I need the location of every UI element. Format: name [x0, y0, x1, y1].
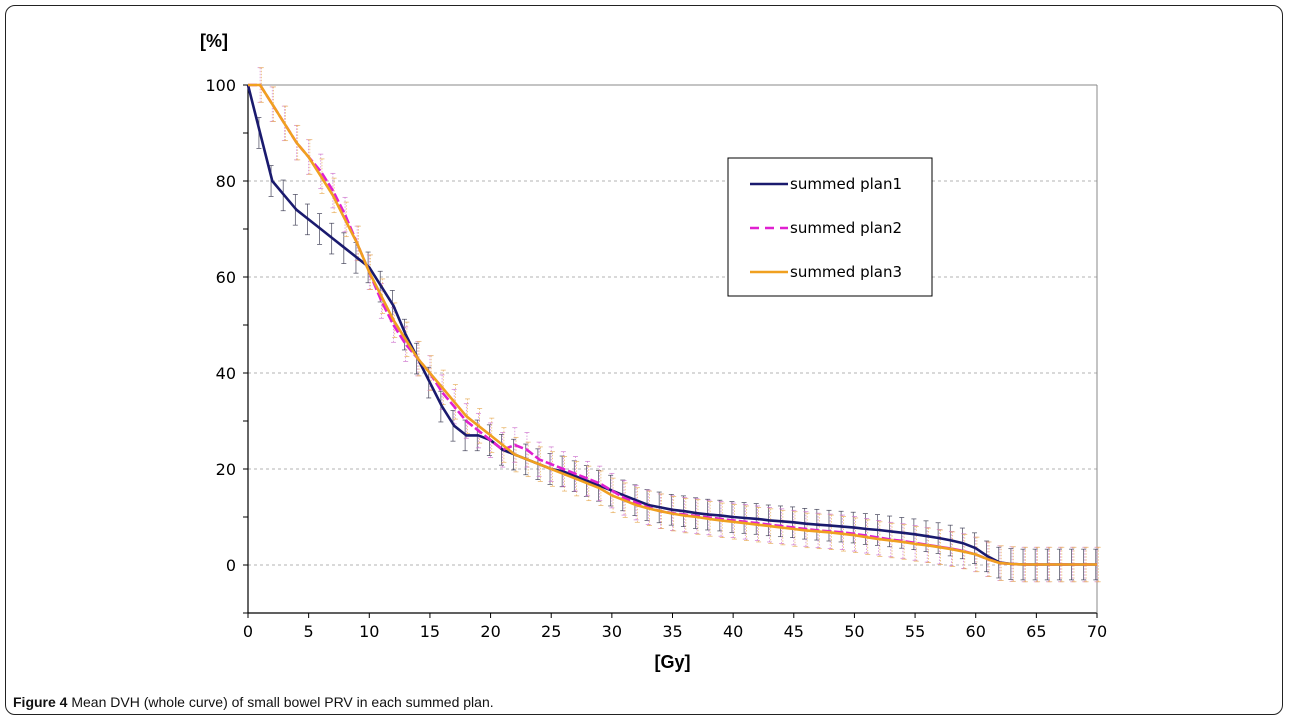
- series-line-2: [248, 83, 1097, 566]
- figure-caption: Figure 4 Mean DVH (whole curve) of small…: [13, 694, 494, 710]
- x-tick-label: 20: [480, 622, 500, 641]
- y-tick-label: 80: [216, 172, 236, 191]
- y-tick-label: 60: [216, 268, 236, 287]
- error-bars: [256, 67, 1101, 583]
- caption-label: Figure 4: [13, 694, 68, 710]
- grid-lines: [248, 180, 1097, 566]
- x-tick-label: 10: [359, 622, 379, 641]
- x-tick-label: 5: [304, 622, 314, 641]
- figure-frame: [5, 5, 1283, 715]
- series-line-1: [246, 84, 1097, 566]
- x-tick-label: 60: [966, 622, 986, 641]
- x-tick-label: 65: [1026, 622, 1046, 641]
- legend-label-2: summed plan2: [790, 219, 902, 237]
- x-tick-label: 40: [723, 622, 743, 641]
- x-tick-label: 35: [662, 622, 682, 641]
- x-tick-label: 45: [784, 622, 804, 641]
- y-tick-label: 20: [216, 460, 236, 479]
- legend-label-3: summed plan3: [790, 263, 902, 281]
- y-tick-label: 40: [216, 364, 236, 383]
- x-tick-label: 25: [541, 622, 561, 641]
- y-tick-label: 100: [205, 76, 236, 95]
- caption-text: Mean DVH (whole curve) of small bowel PR…: [71, 694, 494, 710]
- y-axis-title: [%]: [200, 31, 228, 51]
- x-tick-label: 50: [844, 622, 864, 641]
- x-tick-label: 0: [243, 622, 253, 641]
- legend-label-1: summed plan1: [790, 175, 902, 193]
- axes: [247, 84, 1098, 614]
- series-lines: [246, 83, 1097, 566]
- x-axis-title: [Gy]: [655, 652, 691, 672]
- x-tick-label: 70: [1087, 622, 1107, 641]
- y-tick-label: 0: [226, 556, 236, 575]
- x-tick-label: 15: [420, 622, 440, 641]
- x-tick-label: 30: [602, 622, 622, 641]
- series-line-3: [248, 83, 1097, 566]
- legend: summed plan1 summed plan2 summed plan3: [727, 157, 933, 297]
- ticks: 0 20 40 60 80 100 0 5 10 15 20 25 30 35 40 45 50 55 60 65 70: [205, 76, 1107, 641]
- x-tick-label: 55: [905, 622, 925, 641]
